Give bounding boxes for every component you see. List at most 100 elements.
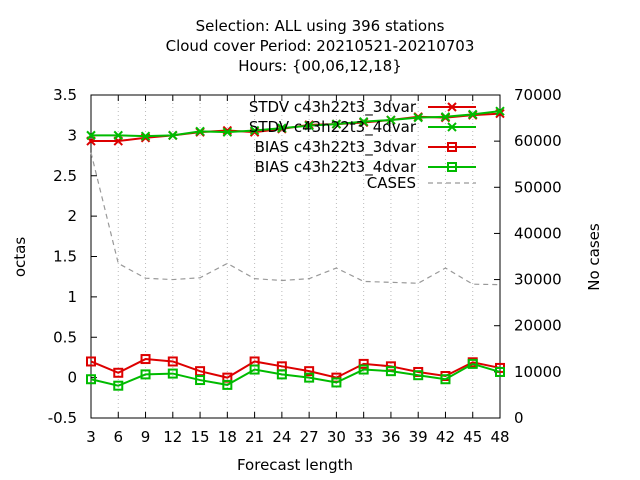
- y-tick-label: -0.5: [48, 409, 77, 427]
- y-tick-label: 1.5: [53, 248, 77, 266]
- y-tick-label: 3: [67, 126, 77, 144]
- x-tick-label: 21: [245, 428, 264, 446]
- series-2-point: [304, 366, 315, 377]
- series-0-point-stroke: [495, 108, 505, 119]
- series-1-point: [168, 130, 178, 141]
- series-3-point: [195, 375, 206, 386]
- series-3-point: [358, 364, 369, 375]
- legend-marker-0: [447, 102, 457, 112]
- y2-tick-label: 60000: [514, 132, 562, 150]
- x-tick-label: 45: [463, 428, 482, 446]
- legend-label-cases: CASES: [366, 174, 416, 192]
- x-axis-title: Forecast length: [236, 456, 354, 474]
- series-1-point: [222, 127, 233, 137]
- series-1-point-stroke: [304, 120, 314, 131]
- x-tick-label: 33: [354, 428, 373, 446]
- y2-tick-label: 10000: [514, 363, 562, 381]
- series-3-point: [167, 368, 178, 379]
- y-tick-label: 0: [67, 369, 77, 387]
- series-1-point-stroke: [249, 125, 260, 136]
- series-1-point: [304, 120, 314, 131]
- y-tick-label: 0.5: [53, 328, 77, 346]
- y-tick-label: 3.5: [53, 86, 77, 104]
- series-3-point: [304, 372, 315, 383]
- y-axis-title: octas: [11, 236, 29, 278]
- series-line-2: [90, 358, 501, 379]
- series-1-point: [140, 131, 151, 141]
- series-1-point-stroke: [413, 112, 423, 123]
- series-1-point: [195, 126, 205, 137]
- chart-title-line-1: Selection: ALL using 396 stations: [195, 17, 445, 35]
- series-1-point: [440, 112, 451, 122]
- series-2-point: [113, 367, 124, 378]
- y-tick-label: 1: [67, 288, 77, 306]
- legend-marker-0-stroke: [447, 102, 457, 112]
- series-3-point: [331, 377, 342, 388]
- series-2-point: [358, 358, 369, 369]
- series-1-point: [249, 125, 260, 136]
- series-1-point-stroke: [331, 119, 342, 129]
- x-tick-label: 12: [163, 428, 182, 446]
- chart-title-line-2: Cloud cover Period: 20210521-20210703: [165, 37, 475, 55]
- y-tick-label: 2: [67, 207, 77, 225]
- y2-tick-label: 70000: [514, 86, 562, 104]
- series-2-point: [167, 356, 178, 367]
- series-1-point-stroke: [277, 123, 287, 133]
- series-1-point: [413, 112, 423, 123]
- series-1-point: [358, 116, 369, 127]
- series-1-point: [86, 130, 96, 141]
- series-0-point: [222, 125, 233, 136]
- legend-label-stdv-4dvar: STDV c43h22t3_4dvar: [248, 118, 416, 136]
- x-tick-label: 36: [381, 428, 400, 446]
- series-1-point-stroke: [168, 130, 178, 141]
- series-line-1: [91, 110, 501, 138]
- legend-marker-1: [447, 122, 457, 132]
- series-1-point-stroke: [222, 127, 233, 137]
- chart-title-line-3: Hours: {00,06,12,18}: [238, 57, 402, 75]
- series-3-point: [140, 369, 151, 380]
- series-3-point: [86, 374, 96, 385]
- x-tick-label: 9: [141, 428, 151, 446]
- legend-label-bias-4dvar: BIAS c43h22t3_4dvar: [254, 158, 416, 176]
- series-1-point: [277, 123, 287, 133]
- x-tick-label: 42: [436, 428, 455, 446]
- series-1-point-stroke: [140, 131, 151, 141]
- series-2-point: [86, 356, 96, 367]
- legend-marker-1-stroke: [447, 122, 457, 132]
- y2-tick-label: 20000: [514, 317, 562, 335]
- series-3-point: [113, 380, 124, 391]
- series-3-point: [467, 358, 478, 369]
- series-3-point: [276, 369, 287, 380]
- y2-tick-label: 0: [514, 409, 524, 427]
- series-1-point-stroke: [86, 130, 96, 141]
- series-line-3: [90, 362, 501, 387]
- series-1-point-stroke: [386, 115, 396, 125]
- series-3-point: [495, 366, 505, 377]
- x-tick-label: 3: [86, 428, 96, 446]
- legend-marker-3: [447, 162, 457, 172]
- x-tick-label: 30: [327, 428, 346, 446]
- y2-tick-label: 50000: [514, 178, 562, 196]
- series-1-point: [386, 115, 396, 125]
- x-tick-label: 39: [409, 428, 428, 446]
- legend-label-bias-3dvar: BIAS c43h22t3_3dvar: [254, 138, 416, 156]
- series-1-point-stroke: [113, 130, 123, 141]
- series-2-point: [140, 354, 151, 365]
- series-1-point-stroke: [358, 116, 369, 127]
- series-1-point-stroke: [440, 112, 451, 122]
- y2-tick-label: 30000: [514, 271, 562, 289]
- x-tick-label: 18: [218, 428, 237, 446]
- series-3-point: [249, 364, 260, 375]
- series-1-point-stroke: [195, 126, 205, 137]
- x-tick-label: 6: [113, 428, 123, 446]
- y2-axis-title: No cases: [585, 223, 603, 291]
- x-tick-label: 24: [272, 428, 291, 446]
- series-1-point: [495, 106, 505, 116]
- y-tick-label: 2.5: [53, 167, 77, 185]
- legend-marker-2: [447, 142, 457, 152]
- series-3-point: [413, 370, 424, 381]
- x-tick-label: 48: [490, 428, 509, 446]
- series-1-point-stroke: [495, 106, 505, 116]
- y2-tick-label: 40000: [514, 224, 562, 242]
